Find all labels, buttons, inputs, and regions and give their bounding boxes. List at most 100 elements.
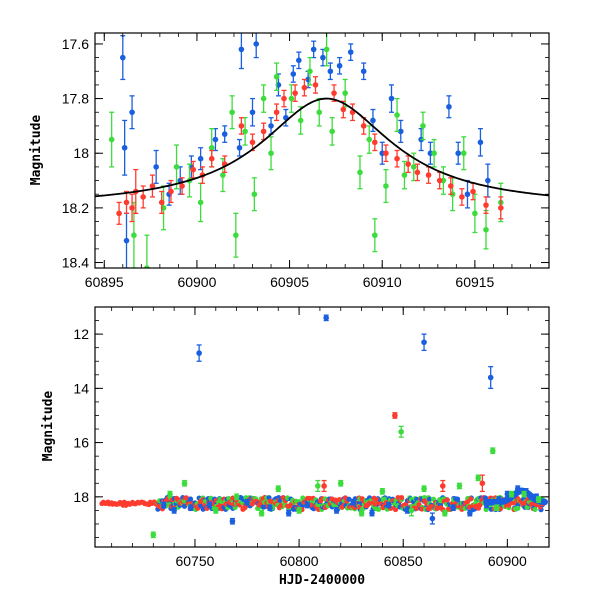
data-point (379, 488, 386, 495)
data-point (292, 90, 298, 96)
data-point (275, 485, 282, 492)
data-point (394, 155, 400, 162)
baseline-data-point (444, 497, 450, 503)
data-point (331, 90, 337, 96)
top-plot-area: 60895 60900 60905 60910 60915 17.6 17.8 18 18.2 1… (62, 33, 550, 290)
data-point (196, 350, 202, 356)
bottom-plot-frame (94, 306, 550, 548)
data-point (535, 496, 542, 503)
data-point (208, 155, 215, 162)
data-point (347, 49, 354, 55)
data-point (273, 73, 280, 80)
data-point (220, 172, 226, 178)
data-point (429, 515, 436, 522)
data-point (197, 199, 204, 206)
data-point (421, 339, 427, 346)
data-point (229, 518, 236, 525)
data-point (323, 46, 330, 53)
data-point (315, 483, 321, 489)
data-point (121, 144, 128, 151)
y-tick-label: 16 (73, 435, 89, 451)
bump-data-point (541, 498, 549, 506)
data-point (244, 499, 250, 506)
data-point (439, 483, 446, 489)
data-point (153, 164, 159, 170)
data-point (119, 54, 126, 61)
x-tick-label: 60900 (488, 553, 527, 569)
data-point (301, 84, 308, 91)
data-point (498, 205, 504, 211)
data-point (327, 68, 334, 75)
data-point (455, 150, 462, 157)
data-point (470, 188, 476, 195)
data-point (414, 169, 421, 176)
data-point (483, 226, 489, 233)
baseline-data-point (419, 506, 425, 512)
data-point (249, 109, 256, 116)
data-point (401, 172, 408, 178)
data-point (233, 232, 239, 239)
data-point (494, 504, 500, 511)
baseline-data-point (249, 501, 255, 507)
data-point (260, 95, 267, 102)
data-point (496, 496, 502, 503)
baseline-data-point (414, 505, 420, 511)
x-tick-label: 60915 (455, 274, 494, 290)
y-tick-label: 14 (73, 380, 89, 396)
data-point (370, 117, 376, 124)
y-tick-label: 18 (73, 145, 89, 161)
baseline-data-point (346, 496, 352, 502)
data-point (258, 510, 265, 516)
data-point (268, 123, 274, 129)
data-point (131, 232, 137, 239)
data-point (485, 177, 491, 184)
data-point (472, 210, 478, 217)
top-light-curve-panel: 60895 60900 60905 60910 60915 17.6 17.8 18 18.2 1… (29, 32, 550, 290)
data-point (123, 199, 130, 206)
x-tick-label: 60910 (363, 274, 402, 290)
data-point (483, 202, 489, 208)
data-point (253, 41, 260, 47)
x-tick-label: 60850 (384, 553, 423, 569)
data-point (260, 128, 267, 135)
data-point (208, 144, 215, 151)
data-point (360, 123, 367, 129)
data-point (475, 475, 481, 481)
data-point (288, 95, 295, 102)
data-point (316, 109, 323, 116)
data-point (372, 139, 378, 146)
data-point (181, 480, 188, 487)
baseline-data-point (278, 502, 284, 509)
data-point (425, 172, 432, 178)
top-plot-frame (94, 32, 550, 269)
x-tick-label: 60905 (270, 274, 309, 290)
data-point (450, 504, 457, 511)
data-point (372, 232, 378, 239)
data-point (350, 499, 357, 506)
bottom-plot-area: 60750 60800 60850 60900 12 14 16 18 (73, 306, 550, 569)
data-point (410, 164, 417, 170)
data-point (173, 164, 180, 170)
data-point (369, 510, 375, 516)
data-point (129, 109, 135, 116)
data-point (160, 502, 167, 508)
y-tick-label: 17.6 (62, 36, 89, 52)
data-point (385, 502, 392, 508)
data-point (304, 502, 311, 508)
data-point (167, 491, 173, 497)
data-point (508, 491, 515, 497)
baseline-data-point (524, 504, 530, 510)
data-point (190, 166, 197, 173)
data-point (487, 374, 494, 381)
bottom-y-axis-title: Magnitude (41, 391, 56, 462)
data-point (477, 139, 484, 146)
x-tick-label: 60800 (280, 553, 319, 569)
data-point (420, 123, 426, 129)
data-point (296, 57, 302, 64)
data-point (397, 128, 404, 135)
data-point (489, 447, 496, 454)
data-point (459, 194, 465, 200)
top-y-axis-title: Magnitude (29, 115, 44, 186)
y-tick-label: 12 (73, 326, 89, 342)
data-point (273, 109, 280, 116)
